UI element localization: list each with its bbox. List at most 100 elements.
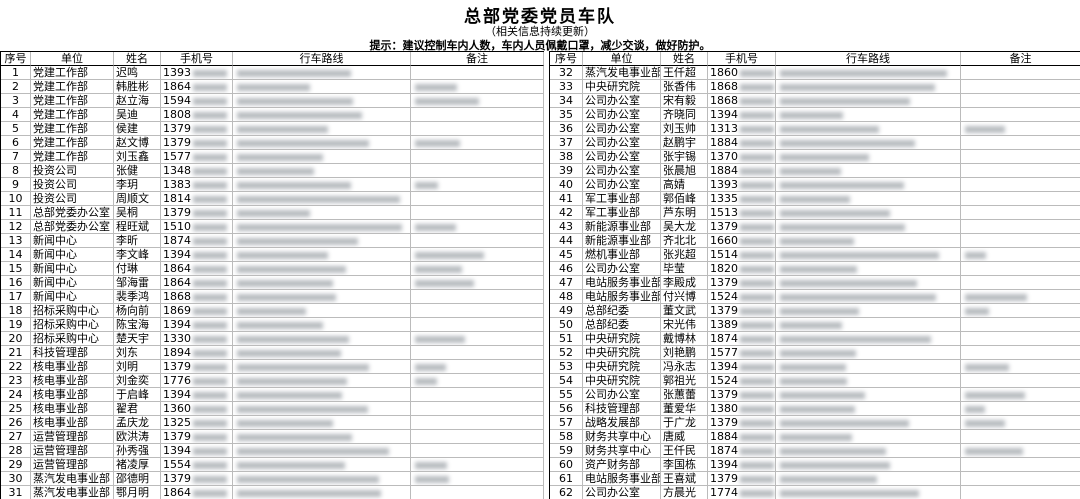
body-cell: 邵德明 <box>114 472 161 486</box>
redacted <box>193 293 227 301</box>
redacted <box>193 83 227 91</box>
cell-text: 总部纪委 <box>585 318 629 331</box>
body-cell: 35 <box>550 108 583 122</box>
cell-text: 公司办公室 <box>585 150 640 163</box>
redacted <box>740 335 774 343</box>
body-cell <box>776 234 961 248</box>
body-cell: 高婧 <box>661 178 708 192</box>
redacted <box>237 293 336 301</box>
body-cell: 38 <box>550 150 583 164</box>
cell-text: 19 <box>8 318 23 331</box>
redacted <box>237 251 328 259</box>
cell-text: 新闻中心 <box>33 276 77 289</box>
cell-text: 核电事业部 <box>33 402 88 415</box>
body-cell <box>776 388 961 402</box>
body-cell <box>233 472 411 486</box>
body-cell: 41 <box>550 192 583 206</box>
cell-text: 1 <box>12 66 19 79</box>
cell-text: 招标采购中心 <box>33 332 99 345</box>
cell-text: 楚天宇 <box>116 332 149 345</box>
body-cell <box>233 248 411 262</box>
body-cell: 公司办公室 <box>583 122 661 136</box>
body-cell <box>411 304 544 318</box>
redacted <box>740 433 774 441</box>
body-cell <box>233 416 411 430</box>
cell-text: 54 <box>559 374 573 387</box>
cell-text: 鄂月明 <box>116 486 149 499</box>
body-cell: 1379 <box>161 206 233 220</box>
body-cell <box>233 108 411 122</box>
redacted <box>740 251 774 259</box>
body-cell <box>233 486 411 499</box>
body-cell: 蒸汽发电事业部 <box>31 486 114 499</box>
body-cell <box>776 136 961 150</box>
redacted <box>237 447 389 455</box>
redacted <box>740 167 774 175</box>
body-cell: 于启峰 <box>114 388 161 402</box>
body-cell: 1577 <box>708 346 776 360</box>
cell-text: 行车路线 <box>299 52 344 65</box>
cell-text: 45 <box>559 248 573 261</box>
cell-text: 1379 <box>710 304 738 317</box>
cell-text: 投资公司 <box>33 192 77 205</box>
cell-text: 郭祖光 <box>663 374 696 387</box>
body-cell: 财务共享中心 <box>583 444 661 458</box>
redacted <box>740 97 774 105</box>
redacted <box>237 419 333 427</box>
redacted <box>740 461 774 469</box>
body-cell <box>411 290 544 304</box>
body-cell: 29 <box>1 458 31 472</box>
redacted <box>415 335 465 343</box>
redacted <box>237 349 341 357</box>
cell-text: 55 <box>559 388 573 401</box>
body-cell: 45 <box>550 248 583 262</box>
redacted <box>237 209 310 217</box>
body-cell: 49 <box>550 304 583 318</box>
cell-text: 王仟超 <box>663 66 696 79</box>
body-cell <box>411 374 544 388</box>
table: 序号 单位 姓名 手机号 行车路线 备注 32 蒸汽发电事业部 王仟超 1860 33 中央研究院 张香… <box>549 51 1080 499</box>
redacted <box>780 265 857 273</box>
body-cell: 付兴博 <box>661 290 708 304</box>
cell-text: 28 <box>8 444 23 457</box>
body-cell: 刘玉鑫 <box>114 150 161 164</box>
body-cell <box>411 192 544 206</box>
cell-text: 1868 <box>710 80 738 93</box>
redacted <box>780 223 905 231</box>
body-cell: 60 <box>550 458 583 472</box>
body-cell <box>961 234 1080 248</box>
redacted <box>237 391 342 399</box>
body-cell <box>233 388 411 402</box>
redacted <box>193 97 227 105</box>
body-cell: 1394 <box>161 248 233 262</box>
cell-text: 新能源事业部 <box>585 220 651 233</box>
body-cell <box>961 290 1080 304</box>
cell-text: 公司办公室 <box>585 486 640 499</box>
body-cell: 1874 <box>161 234 233 248</box>
redacted <box>740 349 774 357</box>
body-cell: 党建工作部 <box>31 80 114 94</box>
cell-text: 中央研究院 <box>585 374 640 387</box>
body-cell: 公司办公室 <box>583 108 661 122</box>
body-cell <box>233 444 411 458</box>
cell-text: 党建工作部 <box>33 94 88 107</box>
cell-text: 1330 <box>163 332 191 345</box>
body-cell: 1394 <box>161 388 233 402</box>
body-cell <box>776 206 961 220</box>
body-cell: 程旺斌 <box>114 220 161 234</box>
body-cell: 59 <box>550 444 583 458</box>
redacted <box>740 475 774 483</box>
body-cell: 杨向前 <box>114 304 161 318</box>
cell-text: 59 <box>559 444 573 457</box>
body-cell: 李昕 <box>114 234 161 248</box>
cell-text: 3 <box>12 94 19 107</box>
cell-text: 1554 <box>163 458 191 471</box>
body-cell <box>233 206 411 220</box>
cell-text: 21 <box>8 346 23 359</box>
body-cell: 公司办公室 <box>583 150 661 164</box>
body-cell <box>961 458 1080 472</box>
cell-text: 公司办公室 <box>585 164 640 177</box>
body-cell: 1379 <box>708 472 776 486</box>
cell-text: 军工事业部 <box>585 206 640 219</box>
